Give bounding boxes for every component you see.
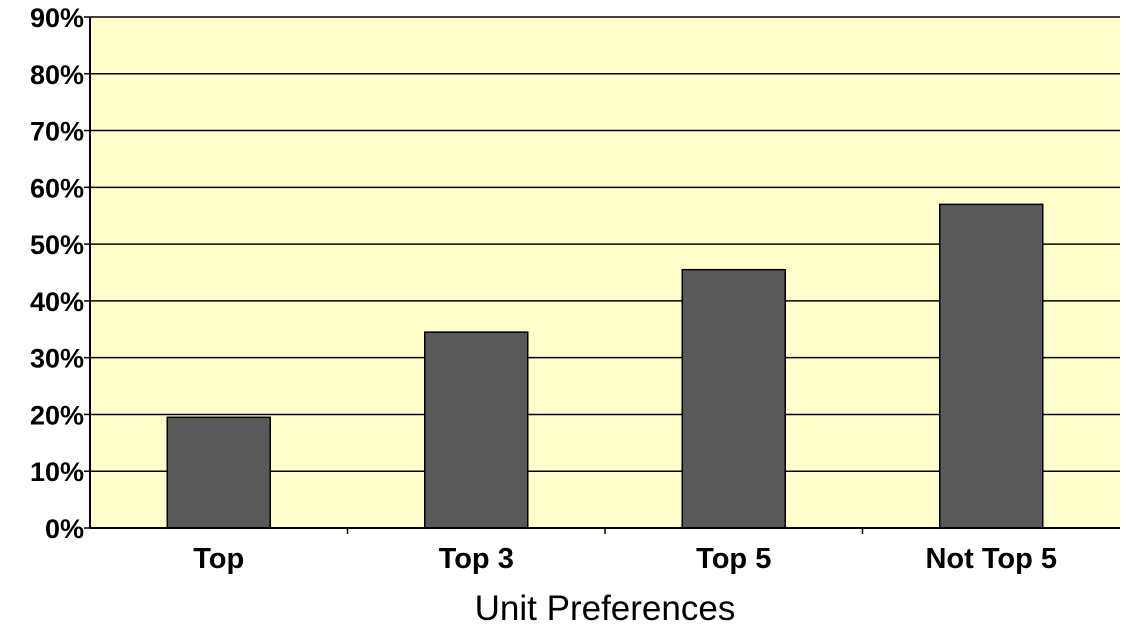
x-tick-label: Top <box>193 543 244 575</box>
x-tick-label: Top 3 <box>439 543 514 575</box>
y-tick-label: 70% <box>30 117 84 147</box>
bar <box>939 203 1044 529</box>
bar <box>681 268 786 529</box>
x-tick-label: Top 5 <box>696 543 771 575</box>
y-tick-label: 90% <box>30 3 84 33</box>
y-tick-label: 10% <box>30 457 84 487</box>
x-axis-ticks: Top Top 3 Top 5 Not Top 5 <box>193 528 1057 575</box>
y-tick-label: 0% <box>45 514 84 544</box>
y-axis-ticks: 0% 10% 20% 30% 40% 50% 60% 70% 80% 90% <box>30 3 90 544</box>
y-tick-label: 30% <box>30 344 84 374</box>
bar <box>424 331 529 529</box>
y-tick-label: 50% <box>30 230 84 260</box>
x-tick-label: Not Top 5 <box>925 543 1057 575</box>
y-tick-label: 80% <box>30 60 84 90</box>
y-tick-label: 40% <box>30 287 84 317</box>
y-tick-label: 20% <box>30 400 84 430</box>
bars <box>166 203 1044 529</box>
y-tick-label: 60% <box>30 173 84 203</box>
x-axis-title: Unit Preferences <box>475 589 736 628</box>
bar <box>166 416 271 529</box>
